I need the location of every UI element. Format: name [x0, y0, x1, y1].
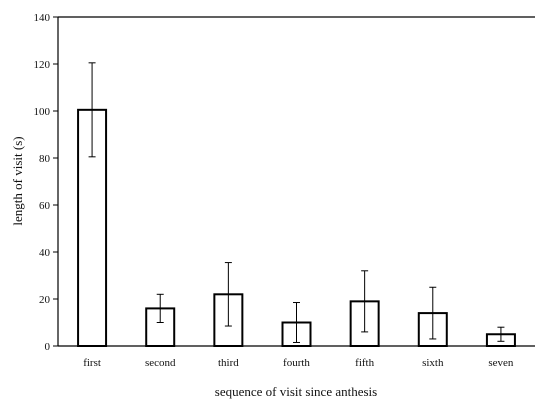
y-tick-label: 120 — [34, 59, 51, 71]
y-tick-label: 140 — [34, 12, 51, 24]
plot-area — [57, 16, 535, 347]
y-tick-label: 20 — [39, 294, 51, 306]
y-tick-label: 40 — [39, 247, 51, 259]
y-axis-ticks: 0 20 40 60 80 100 120 140 — [34, 12, 58, 353]
x-tick-label: fourth — [283, 357, 310, 369]
y-axis-title: length of visit (s) — [10, 136, 25, 225]
x-tick-label: first — [83, 357, 101, 369]
x-tick-label: second — [145, 357, 176, 369]
bars — [77, 108, 516, 348]
x-axis-ticks: first second third fourth fifth sixth seven — [83, 357, 514, 369]
x-tick-label: seven — [488, 357, 514, 369]
y-tick-label: 60 — [39, 200, 51, 212]
y-tick-label: 80 — [39, 153, 51, 165]
x-tick-label: sixth — [422, 357, 444, 369]
x-tick-label: third — [218, 357, 239, 369]
y-tick-label: 100 — [34, 106, 51, 118]
x-axis-title: sequence of visit since anthesis — [215, 384, 377, 399]
error-bars — [88, 62, 505, 343]
x-tick-label: fifth — [355, 357, 374, 369]
y-tick-label: 0 — [45, 341, 51, 353]
